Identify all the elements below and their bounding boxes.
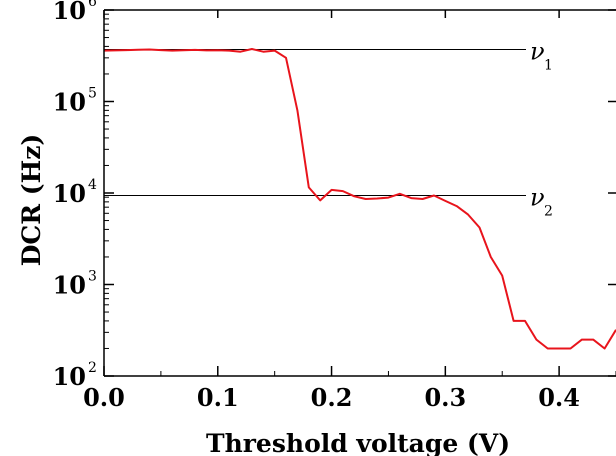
nu-label-1: ν (530, 38, 545, 66)
x-tick-label: 0.2 (311, 383, 353, 412)
x-tick-label: 0.1 (197, 383, 239, 412)
x-tick-labels: 0.0 0.1 0.2 0.3 0.4 (83, 383, 580, 412)
y-tick-exponent: 5 (88, 86, 97, 102)
y-tick-exponent: 3 (88, 269, 97, 285)
nu-subscript-2: 2 (544, 203, 553, 219)
x-tick-label: 0.3 (424, 383, 466, 412)
y-tick-label: 10 (53, 0, 86, 25)
y-tick-label: 10 (53, 88, 86, 117)
x-axis-title: Threshold voltage (V) (206, 429, 510, 456)
y-tick-label: 10 (53, 271, 86, 300)
y-axis-title: DCR (Hz) (17, 134, 46, 267)
y-tick-exponent: 6 (88, 0, 97, 10)
nu-subscript-1: 1 (544, 58, 553, 74)
y-tick-label: 10 (53, 362, 86, 391)
y-tick-exponent: 2 (88, 360, 97, 376)
nu-label-2: ν (530, 183, 545, 211)
y-tick-exponent: 4 (88, 177, 97, 193)
x-tick-label: 0.0 (83, 383, 125, 412)
y-tick-label: 10 (53, 179, 86, 208)
x-tick-label: 0.4 (538, 383, 580, 412)
